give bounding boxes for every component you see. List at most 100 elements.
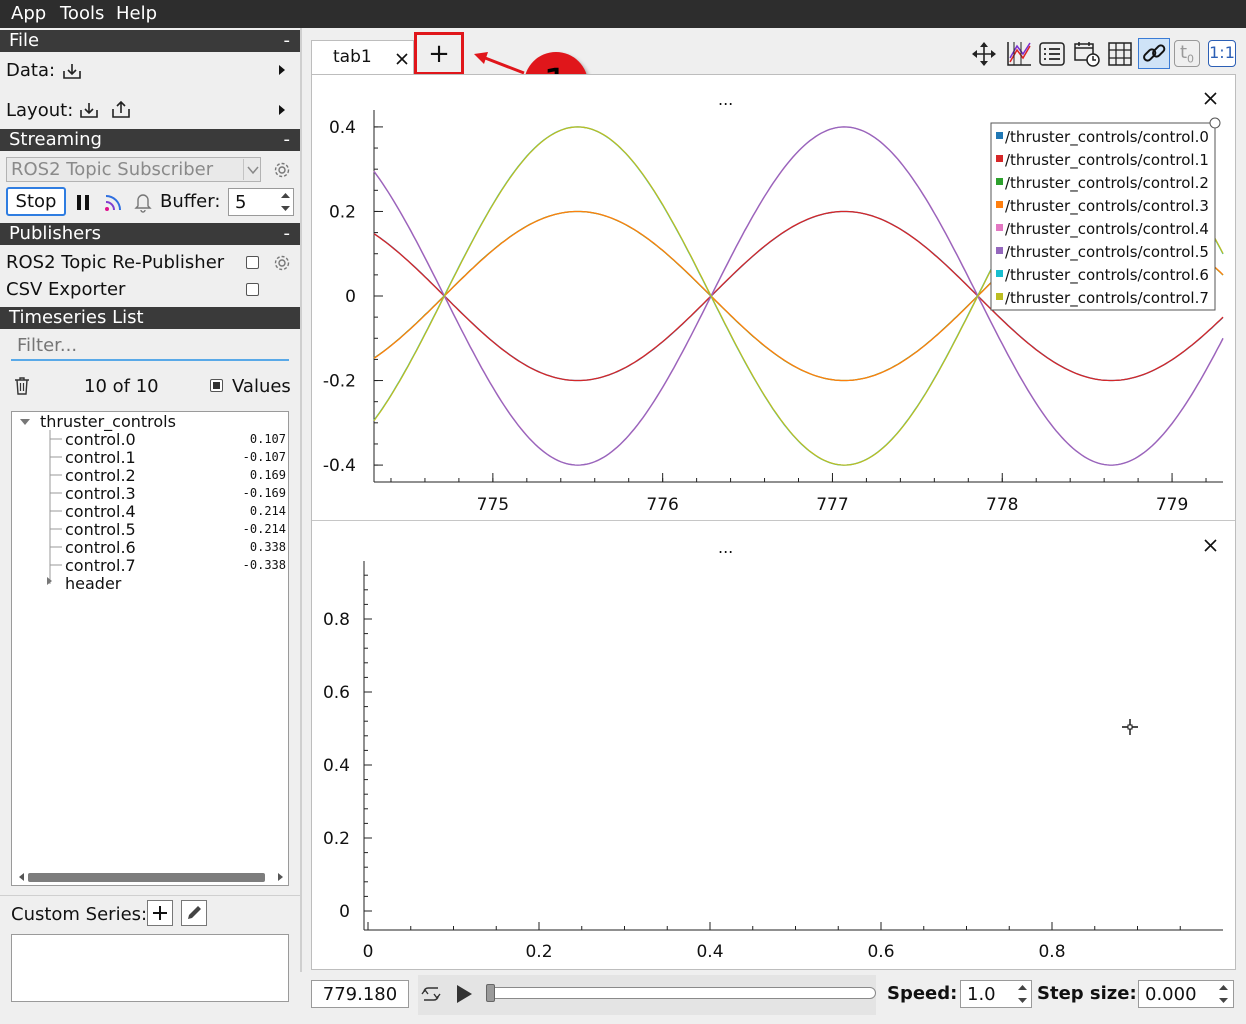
publisher-ros2-checkbox[interactable] xyxy=(246,256,259,269)
close-tab-icon[interactable] xyxy=(395,52,409,66)
top-chart[interactable]: 0.4 0.2 0 -0.2 -0.4 775 776 777 778 779/thruster_… xyxy=(312,75,1235,520)
bottom-chart[interactable]: 0.8 0.6 0.4 0.2 00 0.2 0.4 0.6 0.8 xyxy=(312,521,1235,969)
stream-wifi-icon[interactable] xyxy=(104,192,124,212)
add-custom-series-button[interactable] xyxy=(147,900,173,926)
stop-button[interactable]: Stop xyxy=(6,187,66,216)
tree-item-name[interactable]: control.4 xyxy=(65,502,136,521)
step-size-label: Step size: xyxy=(1037,983,1137,1004)
values-checkbox[interactable] xyxy=(210,379,223,392)
streaming-section-header[interactable]: Streaming - xyxy=(0,129,300,151)
tree-item-name[interactable]: control.0 xyxy=(65,430,136,449)
loop-icon[interactable] xyxy=(420,984,442,1004)
tree-item-name[interactable]: control.6 xyxy=(65,538,136,557)
legend-label: /thruster_controls/control.5 xyxy=(1005,243,1209,262)
current-time-field[interactable] xyxy=(311,980,409,1008)
collapse-icon: - xyxy=(283,30,291,51)
bell-icon[interactable] xyxy=(133,191,153,213)
menu-bar: App Tools Help xyxy=(0,0,1246,28)
plot-overlay-icon[interactable] xyxy=(1005,40,1033,68)
collapse-icon: - xyxy=(283,223,291,244)
calendar-clock-icon[interactable] xyxy=(1073,40,1101,68)
x-tick-label: 777 xyxy=(816,495,848,515)
trash-icon[interactable] xyxy=(14,376,30,395)
legend-label: /thruster_controls/control.4 xyxy=(1005,220,1209,239)
x-tick-label: 779 xyxy=(1156,495,1188,515)
y-tick-label: 0 xyxy=(345,287,356,307)
pause-icon[interactable] xyxy=(77,195,81,210)
y-tick-label: 0.8 xyxy=(323,610,350,630)
tree-item-value: 0.214 xyxy=(249,504,286,518)
speed-spinbox[interactable] xyxy=(960,980,1032,1008)
tree-item-value: 0.169 xyxy=(249,468,286,482)
legend-label: /thruster_controls/control.3 xyxy=(1005,197,1209,216)
time-offset-button[interactable]: t0 xyxy=(1174,40,1200,67)
menu-tools[interactable]: Tools xyxy=(60,3,105,24)
data-menu-chevron-icon[interactable] xyxy=(279,65,285,75)
y-tick-label: -0.2 xyxy=(323,372,356,392)
close-top-plot-icon[interactable] xyxy=(1203,91,1218,106)
buffer-spinbox[interactable] xyxy=(228,188,294,216)
speed-spin-arrows-icon[interactable] xyxy=(1016,981,1029,1007)
legend-icon[interactable] xyxy=(1039,42,1065,66)
y-tick-label: 0.6 xyxy=(323,683,350,703)
legend-swatch xyxy=(996,293,1003,300)
tree-item-value: -0.338 xyxy=(242,558,286,572)
custom-series-list[interactable] xyxy=(11,934,289,1002)
ratio-1-1-button[interactable]: 1:1 xyxy=(1208,40,1236,67)
play-icon[interactable] xyxy=(455,984,473,1004)
tree-item-header[interactable]: header xyxy=(65,574,122,593)
tree-item-name[interactable]: control.1 xyxy=(65,448,136,467)
step-size-spinbox[interactable] xyxy=(1138,980,1234,1008)
tree-item-name[interactable]: control.2 xyxy=(65,466,136,485)
series-line xyxy=(373,126,1224,466)
publisher-settings-gear-icon[interactable] xyxy=(273,254,291,272)
move-icon[interactable] xyxy=(971,41,997,67)
scroll-left-icon[interactable] xyxy=(17,872,25,882)
x-tick-label: 0 xyxy=(363,942,374,962)
tree-item-value: -0.214 xyxy=(242,522,286,536)
publishers-section-title: Publishers xyxy=(9,223,102,244)
grid-icon[interactable] xyxy=(1108,42,1132,66)
tab-tab1[interactable]: tab1 xyxy=(311,40,414,75)
expand-icon[interactable] xyxy=(19,417,31,427)
tree-root[interactable]: thruster_controls xyxy=(40,412,176,431)
plus-icon xyxy=(153,906,167,920)
load-layout-icon[interactable] xyxy=(79,101,99,119)
publishers-section-header[interactable]: Publishers - xyxy=(0,223,300,245)
timeseries-filter-input[interactable] xyxy=(11,331,289,361)
plot-divider[interactable] xyxy=(312,520,1235,521)
tree-item-name[interactable]: control.7 xyxy=(65,556,136,575)
horizontal-scrollbar[interactable] xyxy=(28,873,265,882)
add-tab-button[interactable]: + xyxy=(428,39,450,69)
spinbox-arrows-icon[interactable] xyxy=(279,189,292,215)
streaming-settings-gear-icon[interactable] xyxy=(273,161,291,179)
annotation-arrow xyxy=(474,52,525,75)
tree-item-name[interactable]: control.5 xyxy=(65,520,136,539)
series-count: 10 of 10 xyxy=(84,376,159,397)
timeseries-section-header[interactable]: Timeseries List xyxy=(0,307,300,329)
pencil-icon xyxy=(188,906,201,919)
link-axes-button[interactable] xyxy=(1138,38,1170,69)
close-bottom-plot-icon[interactable] xyxy=(1203,538,1218,553)
streaming-source-select[interactable]: ROS2 Topic Subscriber xyxy=(6,157,261,182)
tree-item-name[interactable]: control.3 xyxy=(65,484,136,503)
file-section-header[interactable]: File - xyxy=(0,30,300,52)
menu-help[interactable]: Help xyxy=(116,3,158,24)
menu-app[interactable]: App xyxy=(11,3,47,24)
panel-splitter[interactable] xyxy=(300,28,302,1024)
y-tick-label: 0 xyxy=(339,902,350,922)
save-layout-icon[interactable] xyxy=(111,100,131,119)
time-slider-handle[interactable] xyxy=(486,984,495,1002)
time-slider[interactable] xyxy=(486,987,876,999)
scroll-right-icon[interactable] xyxy=(277,872,285,882)
edit-custom-series-button[interactable] xyxy=(181,900,207,926)
publisher-csv-checkbox[interactable] xyxy=(246,283,259,296)
layout-menu-chevron-icon[interactable] xyxy=(279,105,285,115)
legend-swatch xyxy=(996,178,1003,185)
legend-swatch xyxy=(996,132,1003,139)
tree-item-value: 0.338 xyxy=(249,540,286,554)
step-spin-arrows-icon[interactable] xyxy=(1217,981,1230,1007)
expand-header-icon[interactable] xyxy=(47,577,52,585)
load-data-icon[interactable] xyxy=(62,62,82,80)
legend-label: /thruster_controls/control.7 xyxy=(1005,289,1209,308)
